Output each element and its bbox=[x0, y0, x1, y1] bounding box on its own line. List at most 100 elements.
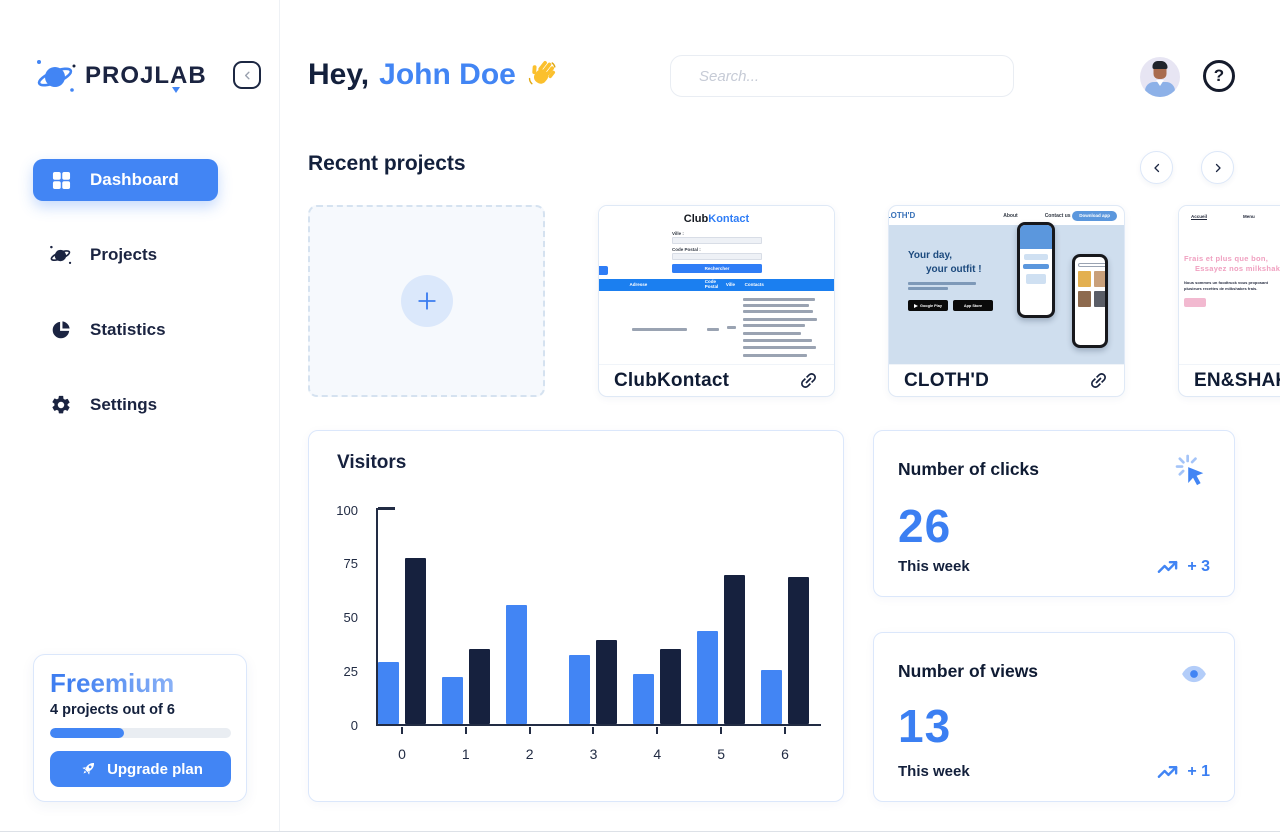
sidebar-item-label: Projects bbox=[90, 245, 158, 264]
add-project-badge bbox=[400, 275, 453, 327]
search-input[interactable] bbox=[670, 55, 1014, 97]
visitors-chart: 0 25 50 75 100 0 1 2 3 4 5 6 bbox=[336, 503, 821, 762]
sidebar-collapse-button[interactable] bbox=[233, 61, 261, 89]
upgrade-plan-button[interactable]: Upgrade plan bbox=[50, 751, 231, 787]
thumb-nav-link: Accueil bbox=[1191, 214, 1208, 219]
x-axis-label: 4 bbox=[653, 746, 662, 762]
bar-series-1 bbox=[697, 631, 719, 724]
bar-group: 1 bbox=[441, 508, 490, 762]
thumb-nav-link: Menu bbox=[1243, 214, 1255, 219]
plan-usage: 4 projects out of 6 bbox=[50, 702, 175, 718]
bar-group: 4 bbox=[633, 508, 682, 762]
sidebar-item-dashboard[interactable]: Dashboard bbox=[33, 159, 218, 201]
stat-title: Number of clicks bbox=[898, 459, 1040, 479]
page-greeting: Hey, John Doe bbox=[308, 58, 558, 92]
bar-series-2 bbox=[724, 575, 746, 724]
x-axis-label: 0 bbox=[398, 746, 406, 762]
project-card-clothd[interactable]: CLOTH'D About Contact us Download app Yo… bbox=[888, 205, 1125, 397]
projects-prev-button[interactable] bbox=[1140, 151, 1173, 184]
x-axis-label: 6 bbox=[781, 746, 789, 762]
y-axis-label: 50 bbox=[343, 610, 358, 626]
chart-title: Visitors bbox=[337, 452, 407, 473]
thumb-input bbox=[672, 253, 762, 260]
thumb-field-label: Ville : bbox=[672, 231, 684, 236]
plan-progress-bar bbox=[50, 728, 231, 738]
x-axis-label: 2 bbox=[525, 746, 534, 762]
avatar-hair bbox=[1152, 61, 1168, 69]
planet-logo-icon bbox=[37, 60, 76, 92]
grid-icon bbox=[48, 167, 74, 193]
x-axis-label: 1 bbox=[461, 746, 470, 762]
thumb-text-line bbox=[743, 332, 801, 335]
sidebar: PROJLAB Dashboard Projects bbox=[0, 0, 280, 832]
link-icon[interactable] bbox=[1088, 370, 1109, 391]
stat-value: 26 bbox=[898, 500, 952, 552]
thumb-cta-button bbox=[1184, 298, 1206, 307]
phone-mockup bbox=[1017, 222, 1055, 318]
thumb-text-line bbox=[743, 310, 813, 313]
bar-series-1 bbox=[378, 662, 399, 724]
bar-series-2 bbox=[405, 558, 426, 724]
y-axis-label: 100 bbox=[336, 502, 358, 518]
trending-up-icon bbox=[1157, 560, 1178, 573]
link-icon[interactable] bbox=[798, 370, 819, 391]
greeting-user-name: John Doe bbox=[379, 58, 516, 91]
thumb-nav-link: About bbox=[1003, 212, 1018, 219]
play-icon bbox=[914, 303, 919, 308]
phone-screen-element bbox=[1026, 274, 1046, 284]
thumb-text-line bbox=[727, 326, 736, 329]
x-axis-tick bbox=[592, 727, 595, 734]
sidebar-item-label: Settings bbox=[90, 395, 158, 414]
pie-chart-icon bbox=[48, 317, 74, 343]
thumb-field-label: Code Postal : bbox=[672, 247, 701, 252]
phone-mockup bbox=[1072, 254, 1108, 348]
bar-series-2 bbox=[787, 577, 809, 724]
chevron-left-icon bbox=[1153, 163, 1159, 172]
views-stat-card: Number of views 13 This week + 1 bbox=[873, 632, 1235, 802]
phone-photo-tile bbox=[1094, 291, 1105, 307]
thumb-text-line bbox=[908, 287, 948, 290]
greeting-prefix: Hey, bbox=[308, 58, 370, 91]
bar-group: 2 bbox=[505, 508, 554, 762]
project-card-footer: CLOTH'D bbox=[889, 364, 1124, 396]
sidebar-item-projects[interactable]: Projects bbox=[33, 234, 247, 276]
project-card-clubkontact[interactable]: ClubKontact Ville : Code Postal : Recher… bbox=[598, 205, 835, 397]
thumb-text-line bbox=[743, 339, 812, 342]
y-axis-label: 25 bbox=[343, 664, 358, 680]
thumb-text-line bbox=[632, 328, 687, 331]
x-axis-tick bbox=[528, 727, 531, 734]
thumb-text-line bbox=[908, 282, 976, 285]
bar-series-2 bbox=[660, 649, 682, 724]
bar-series-2 bbox=[468, 649, 490, 724]
project-name: CLOTH'D bbox=[904, 369, 990, 391]
thumb-hero-text: your outfit ! bbox=[926, 264, 982, 275]
project-name: EN&SHAKE bbox=[1194, 369, 1280, 391]
plan-name: Freemium bbox=[50, 668, 230, 699]
visitors-plot: 0 1 2 3 4 5 6 bbox=[376, 507, 821, 762]
stat-title: Number of views bbox=[898, 661, 1039, 681]
visitors-y-labels: 0 25 50 75 100 bbox=[328, 503, 368, 734]
phone-photo-tile bbox=[1094, 271, 1105, 287]
thumb-text-line bbox=[743, 298, 815, 301]
plus-icon bbox=[417, 292, 436, 310]
user-avatar[interactable] bbox=[1140, 57, 1180, 97]
sidebar-item-statistics[interactable]: Statistics bbox=[33, 309, 247, 351]
stat-period: This week bbox=[898, 558, 970, 575]
project-thumbnail: CLOTH'D About Contact us Download app Yo… bbox=[889, 206, 1124, 364]
thumb-hero-text: Your day, bbox=[908, 250, 953, 261]
stat-delta-value: + 1 bbox=[1187, 762, 1210, 780]
bar-group: 3 bbox=[569, 508, 618, 762]
visitors-chart-card: Visitors 0 25 50 75 100 0 1 2 3 4 5 6 bbox=[308, 430, 844, 802]
help-button[interactable]: ? bbox=[1203, 60, 1235, 92]
stat-value: 13 bbox=[898, 700, 952, 752]
add-project-card[interactable] bbox=[308, 205, 545, 397]
project-card-enshake[interactable]: Accueil Menu Frais et plus que bon, Essa… bbox=[1178, 205, 1280, 397]
bar-series-1 bbox=[505, 605, 527, 724]
eye-icon bbox=[1182, 665, 1206, 683]
app-store-badge: App Store bbox=[953, 300, 993, 311]
stat-delta: + 1 bbox=[1156, 760, 1210, 783]
projects-next-button[interactable] bbox=[1201, 151, 1234, 184]
thumb-search-form: Ville : Code Postal : Rechercher bbox=[672, 228, 762, 273]
sidebar-item-settings[interactable]: Settings bbox=[33, 384, 247, 426]
